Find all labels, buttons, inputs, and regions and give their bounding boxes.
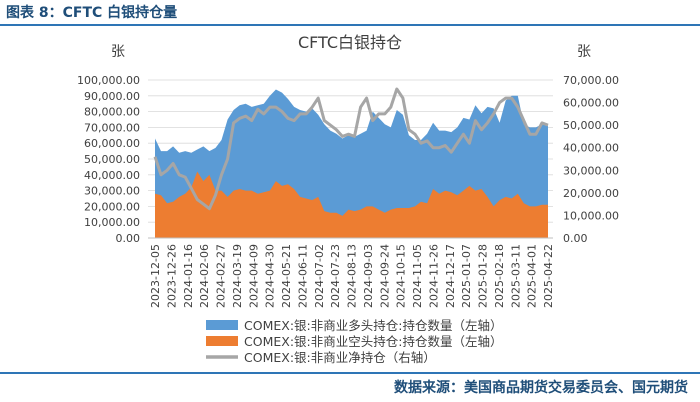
area-series (155, 89, 548, 238)
right-tick-label: 70,000.00 (563, 74, 619, 87)
x-tick-label: 2024-12-17 (444, 244, 457, 308)
x-tick-label: 2025-01-28 (477, 244, 490, 308)
legend-label: COMEX:银:非商业净持仓（右轴） (244, 350, 436, 365)
x-tick-label: 2025-04-01 (526, 244, 539, 308)
area-series-path (155, 171, 548, 238)
x-tick-label: 2024-07-02 (313, 244, 326, 308)
x-tick-label: 2024-11-26 (427, 244, 440, 308)
net-position-line (153, 87, 549, 211)
legend-label: COMEX:银:非商业多头持仓:持仓数量（左轴） (244, 318, 502, 333)
right-tick-label: 60,000.00 (563, 97, 619, 110)
x-tick-label: 2025-03-11 (509, 244, 522, 308)
x-tick-label: 2025-02-18 (493, 244, 506, 308)
legend-swatch (206, 336, 238, 346)
x-tick-label: 2024-04-09 (247, 244, 260, 308)
right-tick-label: 0.00 (563, 232, 588, 245)
header-rule (0, 24, 700, 26)
right-axis-unit: 张 (577, 44, 591, 60)
chart-title: CFTC白银持仓 (298, 33, 402, 52)
left-tick-label: 0.00 (116, 232, 141, 245)
right-axis: 0.00 10,000.00 20,000.00 30,000.00 40,000.00… (563, 74, 619, 245)
x-tick-label: 2024-10-15 (395, 244, 408, 308)
line-series (153, 87, 549, 211)
x-axis: 2023-12-05 2023-12-26 2024-01-16 2024-02-06… (148, 237, 555, 308)
right-tick-label: 30,000.00 (563, 164, 619, 177)
left-tick-label: 10,000.00 (84, 216, 140, 229)
footer-rule (0, 372, 700, 374)
left-tick-label: 40,000.00 (84, 169, 140, 182)
x-tick-label: 2024-03-19 (231, 244, 244, 308)
x-tick-label: 2024-07-23 (329, 244, 342, 308)
position-chart: CFTC白银持仓 张 张 0.00 10,000.00 20,000.00 30,00… (77, 33, 619, 365)
right-tick-label: 20,000.00 (563, 187, 619, 200)
right-tick-label: 40,000.00 (563, 142, 619, 155)
legend: COMEX:银:非商业多头持仓:持仓数量（左轴）COMEX:银:非商业空头持仓:… (206, 318, 502, 365)
x-tick-label: 2024-11-05 (411, 244, 424, 308)
x-tick-label: 2024-04-30 (264, 244, 277, 308)
left-tick-label: 60,000.00 (84, 137, 140, 150)
right-tick-label: 10,000.00 (563, 209, 619, 222)
x-tick-label: 2025-04-22 (542, 244, 555, 308)
left-axis-unit: 张 (111, 44, 125, 60)
x-tick-label: 2024-06-11 (296, 244, 309, 308)
x-tick-label: 2024-09-03 (362, 244, 375, 308)
right-tick-label: 50,000.00 (563, 119, 619, 132)
left-tick-label: 100,000.00 (77, 74, 140, 87)
left-axis: 0.00 10,000.00 20,000.00 30,000.00 40,000.00… (77, 74, 140, 245)
x-tick-label: 2024-02-27 (215, 244, 228, 308)
left-tick-label: 70,000.00 (84, 121, 140, 134)
x-tick-label: 2023-12-26 (165, 244, 178, 308)
x-tick-label: 2024-02-06 (198, 244, 211, 308)
x-tick-label: 2024-09-24 (378, 244, 391, 308)
left-tick-label: 80,000.00 (84, 106, 140, 119)
x-tick-label: 2024-01-16 (182, 244, 195, 308)
x-tick-label: 2023-12-05 (149, 244, 162, 308)
legend-label: COMEX:银:非商业空头持仓:持仓数量（左轴） (244, 334, 502, 349)
x-tick-label: 2024-08-13 (346, 244, 359, 308)
figure-label: 图表 8：CFTC 白银持仓量 (6, 5, 178, 21)
left-tick-label: 30,000.00 (84, 185, 140, 198)
legend-swatch (206, 320, 238, 330)
source-note: 数据来源：美国商品期货交易委员会、国元期货 (394, 380, 688, 396)
left-tick-label: 90,000.00 (84, 90, 140, 103)
left-tick-label: 20,000.00 (84, 200, 140, 213)
x-tick-label: 2025-01-07 (460, 244, 473, 308)
x-tick-label: 2024-05-21 (280, 244, 293, 308)
left-tick-label: 50,000.00 (84, 153, 140, 166)
